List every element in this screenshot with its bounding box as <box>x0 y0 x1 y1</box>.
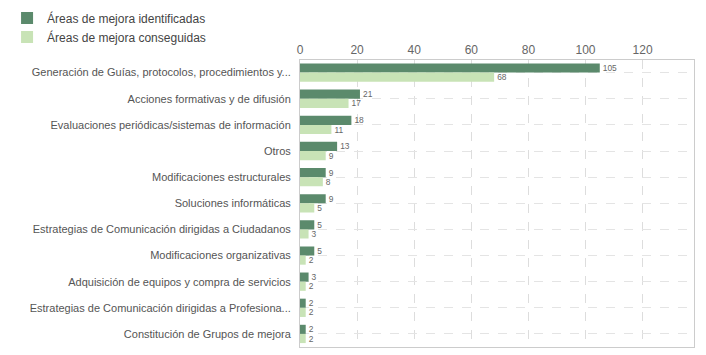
svg-text:2: 2 <box>309 334 314 344</box>
svg-text:9: 9 <box>329 194 334 204</box>
svg-text:Otros: Otros <box>264 145 291 157</box>
svg-text:3: 3 <box>312 272 317 282</box>
svg-text:5: 5 <box>317 246 322 256</box>
svg-text:2: 2 <box>309 324 314 334</box>
svg-text:100: 100 <box>575 43 595 57</box>
svg-text:Modificaciones estructurales: Modificaciones estructurales <box>152 171 291 183</box>
svg-text:Áreas de mejora identificadas: Áreas de mejora identificadas <box>47 11 205 26</box>
svg-text:120: 120 <box>633 43 653 57</box>
svg-text:5: 5 <box>317 203 322 213</box>
svg-text:0: 0 <box>297 43 304 57</box>
svg-text:105: 105 <box>603 63 617 73</box>
svg-text:2: 2 <box>309 307 314 317</box>
svg-text:Soluciones informáticas: Soluciones informáticas <box>175 197 292 209</box>
svg-text:Adquisición de equipos y compr: Adquisición de equipos y compra de servi… <box>68 276 291 288</box>
svg-text:9: 9 <box>329 151 334 161</box>
svg-text:40: 40 <box>408 43 422 57</box>
svg-text:8: 8 <box>326 177 331 187</box>
svg-text:5: 5 <box>317 220 322 230</box>
svg-text:20: 20 <box>350 43 364 57</box>
svg-text:Áreas de mejora conseguidas: Áreas de mejora conseguidas <box>47 30 206 45</box>
svg-text:Estrategias de Comunicación di: Estrategias de Comunicación dirigidas a … <box>33 223 292 235</box>
svg-text:60: 60 <box>465 43 479 57</box>
svg-text:2: 2 <box>309 298 314 308</box>
svg-text:9: 9 <box>329 168 334 178</box>
svg-text:17: 17 <box>352 98 362 108</box>
svg-text:11: 11 <box>334 125 343 135</box>
svg-text:80: 80 <box>522 43 536 57</box>
svg-text:21: 21 <box>363 89 373 99</box>
svg-text:3: 3 <box>312 229 317 239</box>
svg-text:Generación de Guías, protocolo: Generación de Guías, protocolos, procedi… <box>32 66 291 78</box>
svg-text:2: 2 <box>309 255 314 265</box>
svg-text:Constitución de Grupos de mejo: Constitución de Grupos de mejora <box>124 328 292 340</box>
svg-text:Evaluaciones periódicas/sistem: Evaluaciones periódicas/sistemas de info… <box>51 119 291 131</box>
svg-text:13: 13 <box>340 141 350 151</box>
svg-text:Acciones formativas y de difus: Acciones formativas y de difusión <box>128 93 291 105</box>
svg-text:2: 2 <box>309 281 314 291</box>
svg-text:Modificaciones organizativas: Modificaciones organizativas <box>150 249 291 261</box>
svg-text:68: 68 <box>497 72 507 82</box>
svg-text:Estrategias de Comunicación di: Estrategias de Comunicación dirigidas a … <box>30 302 291 314</box>
svg-text:18: 18 <box>354 115 364 125</box>
